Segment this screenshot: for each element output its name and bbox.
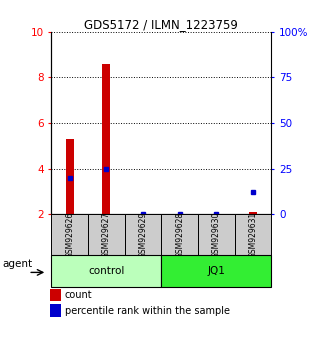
Bar: [88, 214, 125, 255]
Text: control: control: [88, 266, 124, 276]
Text: GSM929630: GSM929630: [212, 211, 221, 258]
Text: GSM929628: GSM929628: [175, 211, 184, 258]
Bar: [66, 139, 74, 214]
Bar: [235, 214, 271, 255]
Text: GSM929629: GSM929629: [138, 211, 148, 258]
Bar: [161, 214, 198, 255]
Bar: [50, 304, 61, 317]
Bar: [102, 64, 110, 214]
Text: JQ1: JQ1: [208, 266, 225, 276]
Text: GSM929631: GSM929631: [249, 211, 258, 258]
Bar: [161, 255, 271, 287]
Bar: [51, 214, 88, 255]
Bar: [125, 214, 161, 255]
Text: percentile rank within the sample: percentile rank within the sample: [65, 306, 230, 316]
Bar: [51, 255, 161, 287]
Text: GSM929626: GSM929626: [65, 211, 74, 258]
Bar: [249, 212, 257, 214]
Text: count: count: [65, 290, 92, 300]
Text: GSM929627: GSM929627: [102, 211, 111, 258]
Bar: [50, 289, 61, 301]
Title: GDS5172 / ILMN_1223759: GDS5172 / ILMN_1223759: [84, 18, 238, 31]
Text: agent: agent: [3, 259, 33, 269]
Bar: [198, 214, 235, 255]
